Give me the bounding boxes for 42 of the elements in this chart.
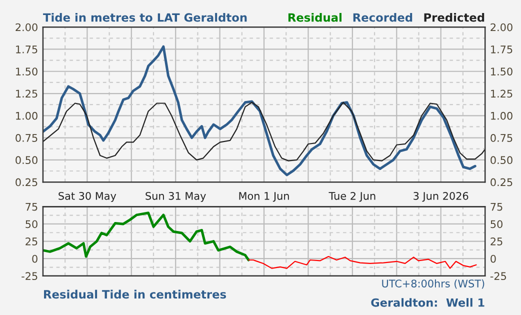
y-tick-label: 0.50 <box>16 156 38 164</box>
y-tick-label: 75 <box>26 203 38 211</box>
text: Geraldton: Well 1 <box>371 298 484 307</box>
y2-tick-label: 1.50 <box>491 68 512 76</box>
y2-tick-label: 2.00 <box>490 23 512 32</box>
y2-tick-label: 0.50 <box>490 156 512 164</box>
y2-tick-label: 1.00 <box>491 112 512 120</box>
line-series <box>42 212 250 262</box>
y-tick-label: 1.50 <box>16 68 38 76</box>
text: Recorded <box>353 12 412 22</box>
y-tick-label: 2.00 <box>16 23 38 32</box>
y2-tick-label: 1.75 <box>491 46 512 54</box>
y-tick-label: 1.25 <box>16 90 38 98</box>
y-tick-label: -25 <box>22 272 38 280</box>
x-tick-label: 3 Jun 2026 <box>414 192 468 202</box>
y2-tick-label: 75 <box>490 203 502 211</box>
y2-tick-label: 0.75 <box>490 134 512 142</box>
text: Residual <box>288 12 342 22</box>
y-tick-label: 0.75 <box>16 134 38 142</box>
chart-title: Tide in metres to LAT Geraldton <box>43 12 247 22</box>
y2-tick-label: 0.25 <box>490 178 512 186</box>
y2-tick-label: 50 <box>490 220 502 228</box>
y-tick-label: 25 <box>26 238 38 246</box>
y-tick-label: 1.75 <box>16 46 38 54</box>
line-series <box>248 256 477 269</box>
y2-tick-label: 0 <box>490 254 496 263</box>
x-tick-label: Mon 1 Jun <box>239 192 289 202</box>
y-tick-label: 50 <box>26 220 38 228</box>
y-tick-label: 0.25 <box>16 178 38 186</box>
line-series <box>42 102 486 162</box>
y2-tick-label: 1.25 <box>491 90 512 98</box>
y2-tick-label: -25 <box>490 272 506 280</box>
x-tick-label: Sun 31 May <box>146 192 206 202</box>
x-tick-label: Tue 2 Jun <box>328 192 376 202</box>
text: Residual Tide in centimetres <box>44 290 226 299</box>
y-tick-label: 0 <box>32 254 38 263</box>
y2-tick-label: 25 <box>490 238 502 246</box>
text: Predicted <box>424 12 484 22</box>
line-series <box>42 45 476 176</box>
y-tick-label: 1.00 <box>16 112 38 120</box>
x-tick-label: Sat 30 May <box>58 192 116 202</box>
text: UTC+8:00hrs (WST) <box>382 279 484 289</box>
